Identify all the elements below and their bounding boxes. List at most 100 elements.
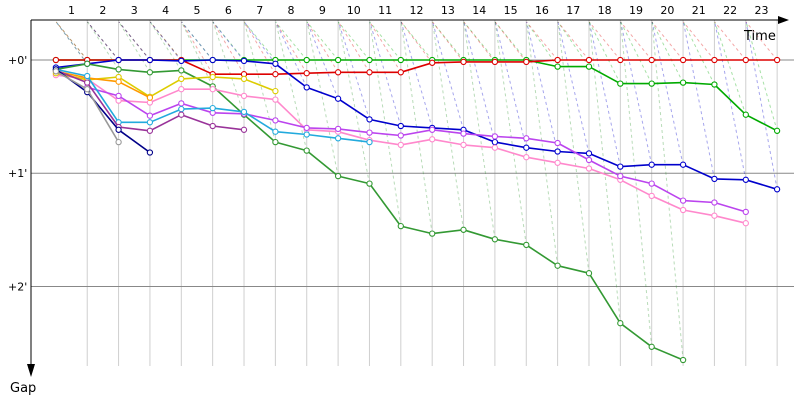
- x-tick-label: 11: [378, 4, 392, 17]
- data-point: [585, 63, 593, 70]
- lap-guide-line: [400, 21, 433, 129]
- data-point: [679, 206, 687, 214]
- data-point: [272, 71, 279, 78]
- lap-guide-line: [745, 21, 778, 131]
- data-point: [366, 116, 373, 123]
- lap-guide-line: [400, 21, 433, 61]
- data-point: [209, 86, 216, 93]
- data-point: [178, 100, 185, 107]
- series-10: [52, 67, 248, 134]
- data-point: [460, 226, 467, 233]
- series-line: [55, 59, 778, 132]
- lap-guide-line: [463, 21, 496, 143]
- lap-guide-line: [243, 21, 276, 61]
- data-point: [773, 127, 781, 134]
- data-point: [146, 69, 154, 76]
- lap-guide-line: [526, 21, 559, 266]
- lap-guide-line: [714, 21, 747, 180]
- data-point: [115, 138, 122, 146]
- x-tick-label: 7: [256, 4, 263, 17]
- data-point: [303, 56, 310, 64]
- lap-guide-line: [118, 21, 151, 61]
- data-point: [146, 149, 154, 156]
- data-point: [742, 111, 749, 118]
- data-point: [303, 124, 310, 132]
- data-point: [648, 80, 655, 87]
- lap-guide-line: [494, 21, 527, 245]
- data-point: [178, 75, 185, 83]
- lap-guide-line: [306, 21, 339, 73]
- series-layer: [52, 56, 781, 364]
- lap-guide-line: [526, 21, 559, 61]
- x-tick-label: 4: [162, 4, 169, 17]
- data-point: [617, 320, 624, 327]
- data-point: [209, 73, 216, 81]
- data-point: [52, 56, 60, 64]
- x-tick-label: 18: [598, 4, 612, 17]
- data-point: [773, 56, 781, 64]
- data-point: [334, 95, 342, 102]
- lap-guide-line: [243, 21, 276, 75]
- data-point: [679, 197, 687, 204]
- lap-guide-line: [400, 21, 433, 64]
- data-point: [554, 159, 561, 166]
- data-point: [397, 132, 404, 139]
- x-tick-label: 23: [754, 4, 768, 17]
- lap-guide-line: [149, 21, 182, 61]
- x-tick-label: 8: [288, 4, 295, 17]
- data-point: [460, 141, 467, 149]
- lap-guide-line: [337, 21, 370, 120]
- x-tick-label: 22: [723, 4, 737, 17]
- data-point: [178, 57, 185, 65]
- data-point: [711, 56, 718, 64]
- lap-guide-line: [620, 21, 653, 347]
- data-point: [146, 94, 154, 101]
- data-point: [773, 186, 781, 193]
- lap-guide-line: [588, 21, 621, 167]
- data-point: [711, 199, 718, 206]
- x-tick-label: 10: [347, 4, 361, 17]
- y-tick-label: +0': [8, 54, 27, 67]
- data-point: [272, 87, 279, 95]
- data-point: [334, 135, 342, 142]
- lap-guide-line: [275, 21, 308, 61]
- lap-guide-line: [338, 21, 370, 73]
- data-point: [334, 56, 342, 64]
- lap-guide-line: [432, 21, 464, 61]
- x-tick-label: 2: [99, 4, 106, 17]
- lap-guide-line: [55, 21, 88, 65]
- data-point: [711, 212, 718, 219]
- lap-guide-line: [620, 21, 653, 84]
- lap-guides: [55, 21, 778, 361]
- data-point: [429, 59, 436, 66]
- x-tick-label: 13: [441, 4, 455, 17]
- lap-guide-line: [494, 21, 527, 63]
- data-point: [366, 138, 373, 146]
- lap-guide-line: [87, 21, 119, 61]
- lap-guide-line: [651, 21, 684, 165]
- data-point: [429, 230, 436, 237]
- data-point: [617, 172, 624, 180]
- data-point: [303, 84, 310, 91]
- lap-guide-line: [369, 21, 402, 227]
- lap-guide-line: [588, 21, 621, 324]
- data-point: [648, 180, 655, 187]
- data-point: [554, 139, 561, 147]
- x-tick-label: 3: [131, 4, 138, 17]
- data-point: [84, 60, 91, 67]
- data-point: [491, 144, 499, 151]
- x-tick-label: 20: [660, 4, 674, 17]
- data-point: [742, 56, 749, 64]
- data-point: [648, 56, 655, 64]
- lap-guide-line: [118, 21, 151, 61]
- lap-guide-line: [432, 21, 464, 63]
- y-tick-label: +2': [8, 280, 27, 293]
- lap-guide-line: [463, 21, 496, 61]
- data-point: [146, 127, 154, 134]
- lap-guide-line: [87, 21, 119, 61]
- lap-guide-line: [118, 21, 151, 73]
- data-point: [303, 147, 310, 154]
- data-point: [742, 176, 749, 183]
- data-point: [146, 119, 154, 126]
